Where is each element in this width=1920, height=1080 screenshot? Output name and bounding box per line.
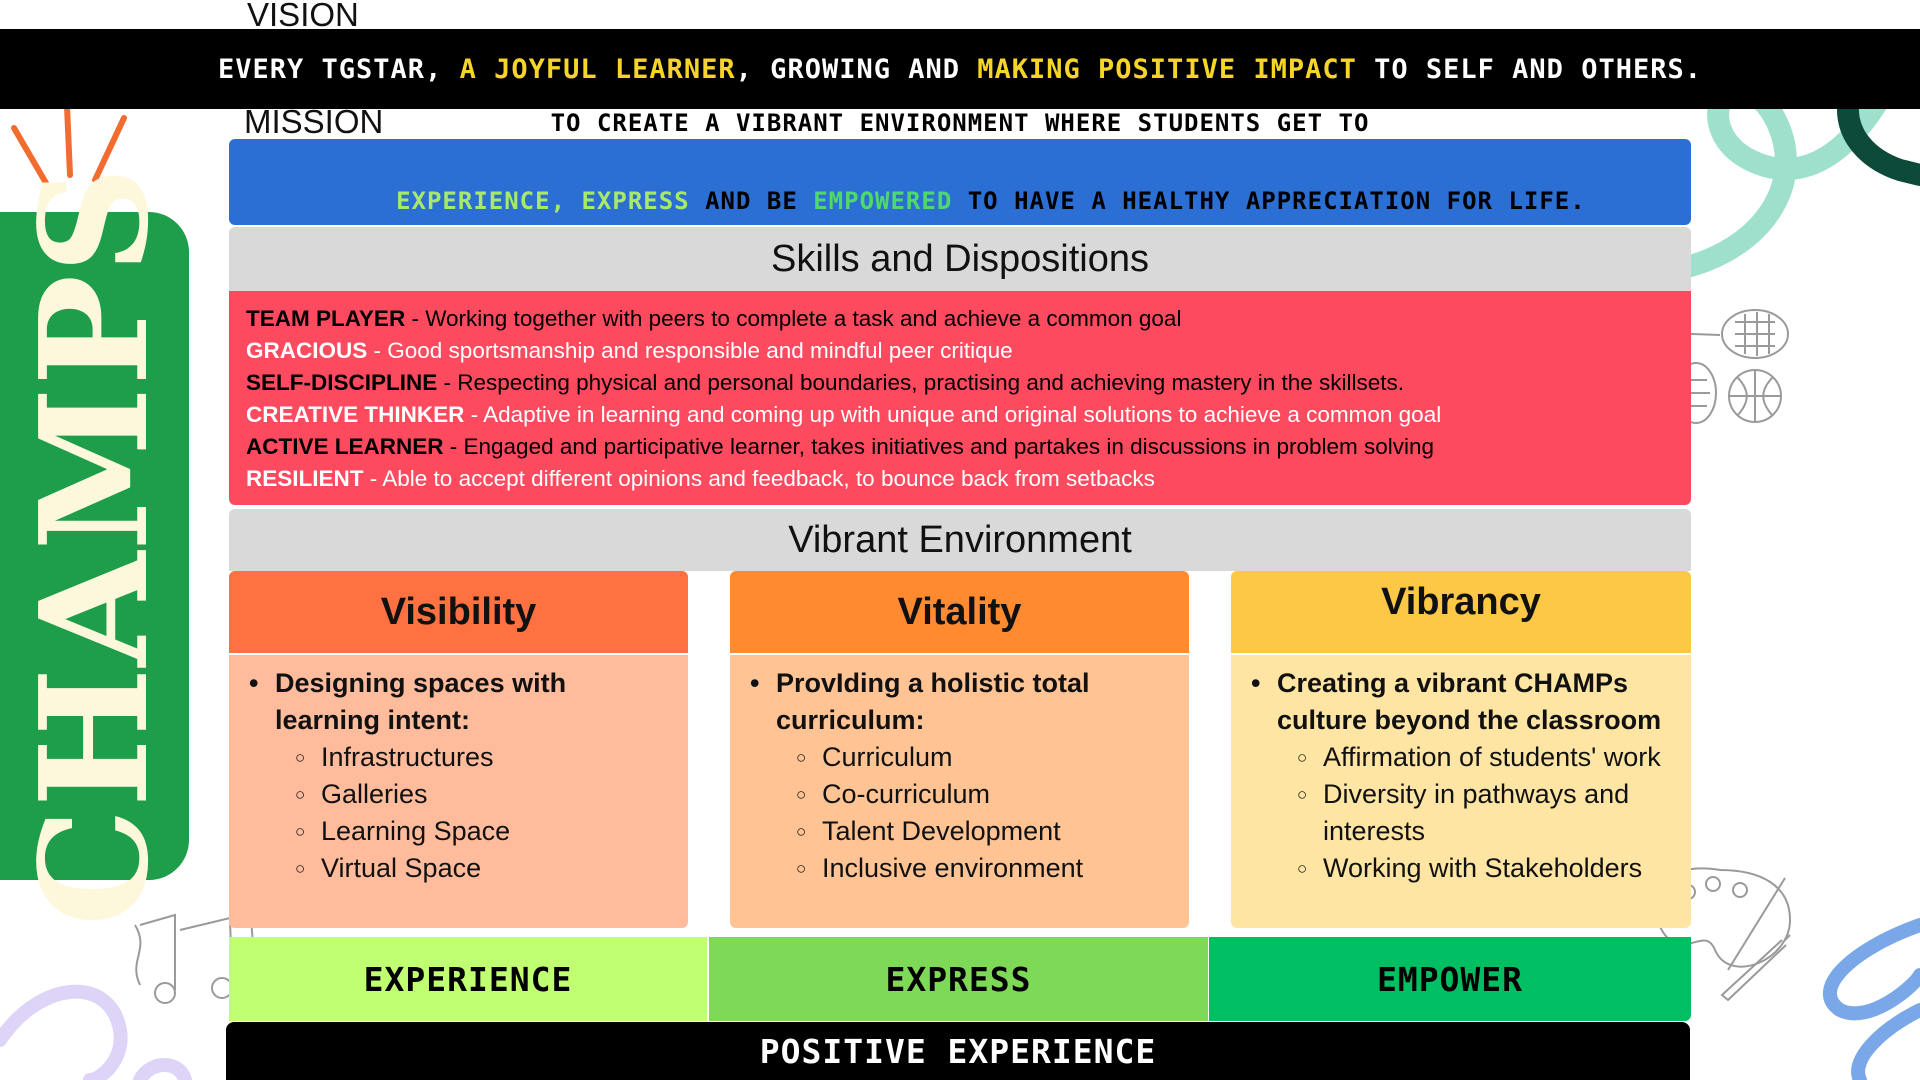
visibility-heading: Visibility — [229, 571, 688, 653]
skill-item: RESILIENT - Able to accept different opi… — [246, 466, 1155, 491]
list-item: Talent Development — [796, 813, 1177, 850]
list-item: Learning Space — [295, 813, 676, 850]
vitality-heading: Vitality — [730, 571, 1189, 653]
experience-box: EXPERIENCE — [229, 937, 707, 1021]
mission-statement: TO CREATE A VIBRANT ENVIRONMENT WHERE ST… — [229, 109, 1691, 225]
vibrancy-heading: Vibrancy — [1231, 571, 1691, 653]
list-item: Co-curriculum — [796, 776, 1177, 813]
skills-list: TEAM PLAYER - Working together with peer… — [229, 291, 1691, 505]
skill-item: TEAM PLAYER - Working together with peer… — [246, 306, 1182, 331]
champs-label: CHAMPS — [7, 165, 181, 927]
vibrancy-card: Creating a vibrant CHAMPs culture beyond… — [1231, 655, 1691, 928]
skills-title: Skills and Dispositions — [229, 227, 1691, 291]
champs-tab — [0, 212, 189, 880]
environment-title: Vibrant Environment — [229, 509, 1691, 571]
vision-statement: EVERY TGSTAR, A JOYFUL LEARNER , GROWING… — [0, 29, 1920, 109]
list-item: Diversity in pathways and interests — [1297, 776, 1679, 850]
empower-box: EMPOWER — [1209, 937, 1691, 1021]
express-box: EXPRESS — [709, 937, 1208, 1021]
list-item: Galleries — [295, 776, 676, 813]
vitality-card: ProvIding a holistic total curriculum: C… — [730, 655, 1189, 928]
positive-experience-bar: POSITIVE EXPERIENCE — [226, 1022, 1690, 1080]
skill-item: CREATIVE THINKER - Adaptive in learning … — [246, 402, 1442, 427]
list-item: Infrastructures — [295, 739, 676, 776]
vision-label: VISION — [247, 0, 359, 33]
list-item: Affirmation of students' work — [1297, 739, 1679, 776]
visibility-card: Designing spaces with learning intent: I… — [229, 655, 688, 928]
skill-item: GRACIOUS - Good sportsmanship and respon… — [246, 338, 1013, 363]
list-item: Curriculum — [796, 739, 1177, 776]
list-item: Virtual Space — [295, 850, 676, 887]
skill-item: ACTIVE LEARNER - Engaged and participati… — [246, 434, 1435, 459]
spark-icon — [11, 103, 127, 186]
skill-item: SELF-DISCIPLINE - Respecting physical an… — [246, 370, 1405, 395]
mission-label: MISSION — [244, 103, 384, 140]
list-item: Working with Stakeholders — [1297, 850, 1679, 887]
list-item: Inclusive environment — [796, 850, 1177, 887]
